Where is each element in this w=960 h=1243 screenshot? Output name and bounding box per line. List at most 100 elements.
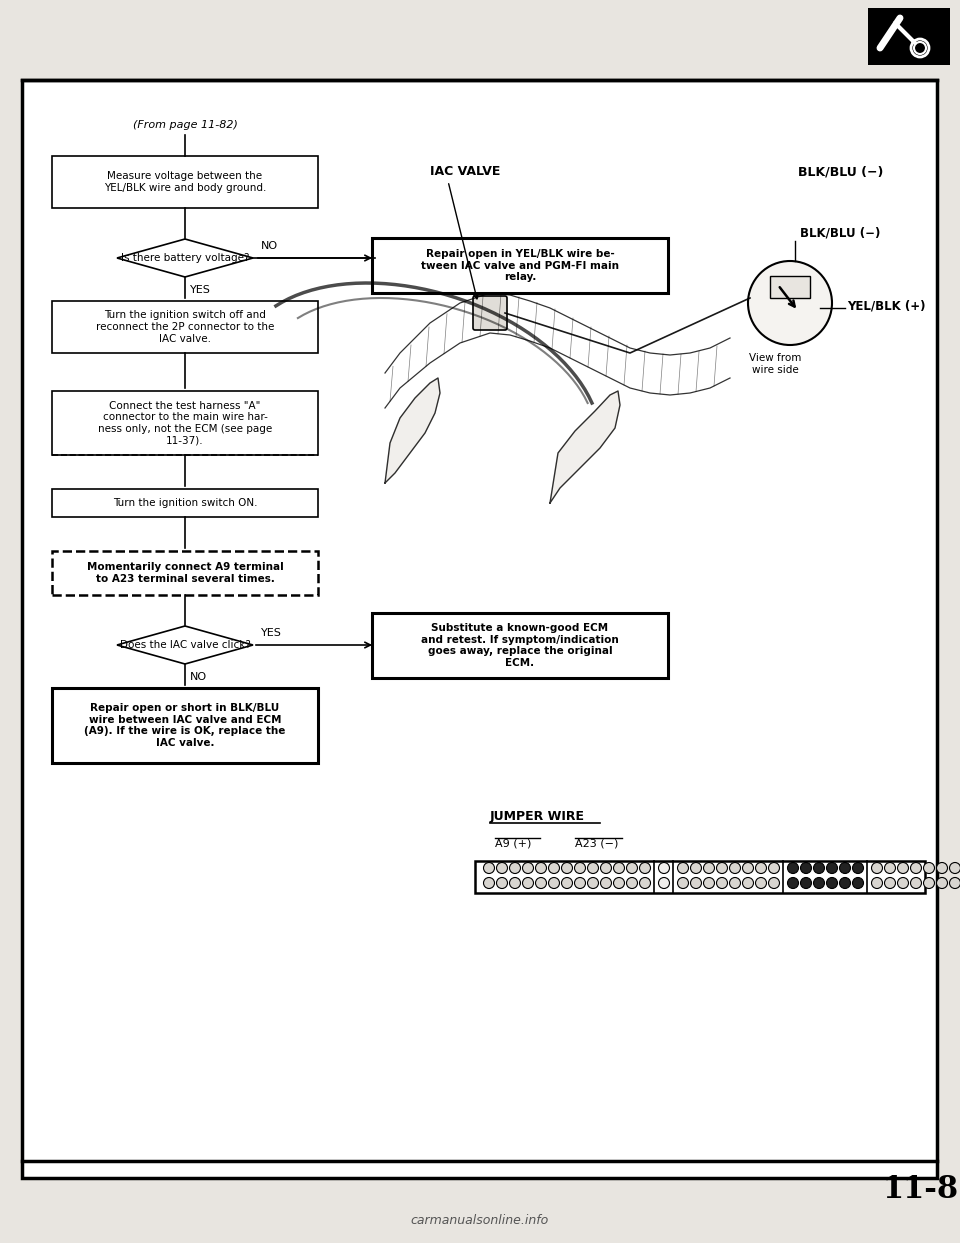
Polygon shape [117, 239, 253, 277]
Circle shape [704, 863, 714, 874]
Text: BLK/BLU (−): BLK/BLU (−) [798, 165, 883, 178]
Text: View from
wire side: View from wire side [749, 353, 802, 374]
Polygon shape [550, 392, 620, 503]
Circle shape [639, 863, 651, 874]
Circle shape [801, 863, 811, 874]
Circle shape [839, 863, 851, 874]
Polygon shape [385, 378, 440, 484]
Text: Repair open or short in BLK/BLU
wire between IAC valve and ECM
(A9). If the wire: Repair open or short in BLK/BLU wire bet… [84, 704, 286, 748]
Circle shape [898, 878, 908, 889]
Circle shape [872, 878, 882, 889]
Circle shape [690, 878, 702, 889]
FancyBboxPatch shape [52, 551, 318, 595]
Circle shape [730, 863, 740, 874]
Circle shape [522, 863, 534, 874]
Text: Does the IAC valve click?: Does the IAC valve click? [120, 640, 251, 650]
Text: IAC VALVE: IAC VALVE [430, 165, 500, 178]
Text: 11-83: 11-83 [882, 1173, 960, 1204]
Circle shape [827, 863, 837, 874]
Circle shape [898, 863, 908, 874]
Circle shape [639, 878, 651, 889]
Circle shape [813, 863, 825, 874]
Circle shape [914, 42, 926, 53]
Circle shape [627, 878, 637, 889]
Text: NO: NO [190, 672, 207, 682]
Circle shape [613, 863, 625, 874]
Circle shape [496, 878, 508, 889]
Circle shape [911, 39, 929, 57]
Circle shape [742, 878, 754, 889]
Circle shape [588, 878, 598, 889]
Text: Is there battery voltage?: Is there battery voltage? [121, 254, 250, 264]
Circle shape [756, 878, 766, 889]
Circle shape [813, 878, 825, 889]
Circle shape [827, 878, 837, 889]
FancyBboxPatch shape [52, 157, 318, 208]
Circle shape [627, 863, 637, 874]
Circle shape [601, 863, 612, 874]
FancyBboxPatch shape [52, 687, 318, 763]
Circle shape [574, 863, 586, 874]
Circle shape [613, 878, 625, 889]
Circle shape [704, 878, 714, 889]
Polygon shape [117, 626, 253, 664]
Circle shape [574, 878, 586, 889]
Circle shape [690, 863, 702, 874]
Text: YES: YES [261, 628, 282, 638]
Text: YES: YES [190, 285, 211, 295]
Text: JUMPER WIRE: JUMPER WIRE [490, 810, 585, 823]
Text: (From page 11-82): (From page 11-82) [132, 121, 237, 131]
Text: carmanualsonline.info: carmanualsonline.info [411, 1214, 549, 1228]
Circle shape [852, 863, 863, 874]
Circle shape [769, 878, 780, 889]
Circle shape [787, 878, 799, 889]
Circle shape [548, 863, 560, 874]
Circle shape [742, 863, 754, 874]
Circle shape [937, 878, 948, 889]
Circle shape [496, 863, 508, 874]
Circle shape [659, 878, 669, 889]
Circle shape [484, 878, 494, 889]
Circle shape [678, 878, 688, 889]
Circle shape [588, 863, 598, 874]
Circle shape [522, 878, 534, 889]
Circle shape [872, 863, 882, 874]
Circle shape [601, 878, 612, 889]
Text: Measure voltage between the
YEL/BLK wire and body ground.: Measure voltage between the YEL/BLK wire… [104, 172, 266, 193]
Circle shape [801, 878, 811, 889]
Text: YEL/BLK (+): YEL/BLK (+) [847, 300, 925, 312]
FancyBboxPatch shape [22, 80, 937, 1178]
Circle shape [484, 863, 494, 874]
FancyBboxPatch shape [52, 392, 318, 455]
Text: Turn the ignition switch ON.: Turn the ignition switch ON. [112, 498, 257, 508]
FancyBboxPatch shape [868, 7, 950, 65]
Circle shape [548, 878, 560, 889]
Circle shape [839, 878, 851, 889]
Circle shape [910, 863, 922, 874]
Circle shape [716, 878, 728, 889]
Circle shape [562, 863, 572, 874]
Circle shape [949, 863, 960, 874]
Text: Repair open in YEL/BLK wire be-
tween IAC valve and PGM-FI main
relay.: Repair open in YEL/BLK wire be- tween IA… [421, 249, 619, 282]
Text: Substitute a known-good ECM
and retest. If symptom/indication
goes away, replace: Substitute a known-good ECM and retest. … [421, 623, 619, 667]
Circle shape [884, 863, 896, 874]
Circle shape [716, 863, 728, 874]
Circle shape [510, 878, 520, 889]
Circle shape [937, 863, 948, 874]
Circle shape [756, 863, 766, 874]
Circle shape [510, 863, 520, 874]
Text: Connect the test harness "A"
connector to the main wire har-
ness only, not the : Connect the test harness "A" connector t… [98, 400, 272, 445]
Circle shape [748, 261, 832, 346]
Circle shape [536, 878, 546, 889]
Circle shape [924, 878, 934, 889]
Text: NO: NO [261, 241, 278, 251]
Text: BLK/BLU (−): BLK/BLU (−) [800, 226, 880, 239]
Text: A9 (+): A9 (+) [495, 838, 532, 848]
FancyBboxPatch shape [770, 276, 810, 298]
Circle shape [884, 878, 896, 889]
Circle shape [659, 863, 669, 874]
Circle shape [536, 863, 546, 874]
Circle shape [678, 863, 688, 874]
Text: A23 (−): A23 (−) [575, 838, 618, 848]
Text: Turn the ignition switch off and
reconnect the 2P connector to the
IAC valve.: Turn the ignition switch off and reconne… [96, 311, 275, 343]
